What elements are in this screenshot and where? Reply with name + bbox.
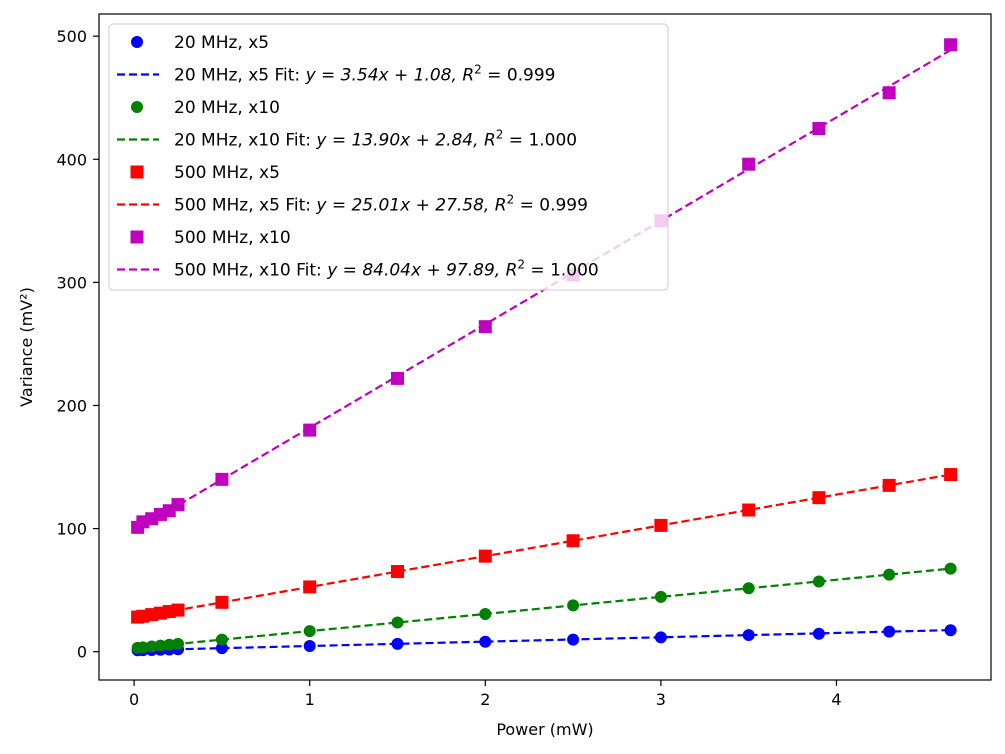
y-tick-label-500: 500 — [56, 27, 87, 46]
legend-label-0: 20 MHz, x5 — [174, 33, 269, 53]
x-tick-label-0: 0 — [129, 690, 139, 709]
legend-box — [108, 23, 669, 291]
data-point-s2-6 — [215, 595, 229, 609]
data-point-s3-6 — [215, 472, 229, 486]
data-point-s0-8 — [391, 637, 404, 650]
x-tick-label-4: 4 — [831, 690, 841, 709]
data-point-s2-15 — [944, 468, 958, 482]
plot-frame — [98, 13, 992, 681]
legend-marker-3 — [130, 230, 144, 244]
y-tick-label-300: 300 — [56, 273, 87, 292]
data-point-s3-9 — [478, 320, 492, 334]
data-point-s1-4 — [163, 638, 176, 651]
legend-marker-1 — [131, 101, 143, 113]
data-point-s0-12 — [742, 629, 755, 642]
legend-label-1: 20 MHz, x10 — [174, 98, 280, 118]
data-point-s3-5 — [171, 498, 185, 512]
y-axis-label: Variance (mV²) — [17, 287, 36, 407]
x-tick-label-1: 1 — [305, 690, 315, 709]
data-point-s1-3 — [154, 639, 167, 652]
data-point-s3-8 — [391, 371, 405, 385]
data-point-s1-15 — [944, 562, 957, 575]
legend-fit-label-2: 500 MHz, x5 Fit: y = 25.01x + 27.58, R2 … — [174, 193, 588, 216]
data-point-s3-12 — [742, 157, 756, 171]
data-point-s3-13 — [812, 121, 826, 135]
data-point-s3-14 — [882, 86, 896, 100]
data-point-s2-7 — [303, 580, 317, 594]
x-tick-label-2: 2 — [480, 690, 490, 709]
data-point-s0-11 — [654, 631, 667, 644]
legend-label-3: 500 MHz, x10 — [174, 228, 291, 248]
data-point-s1-10 — [567, 599, 580, 612]
data-point-s1-2 — [145, 640, 158, 653]
data-point-s2-10 — [566, 534, 580, 548]
data-point-s0-9 — [479, 635, 492, 648]
data-point-s2-8 — [391, 565, 405, 579]
legend-marker-0 — [131, 36, 143, 48]
data-point-s1-11 — [654, 590, 667, 603]
y-tick-label-0: 0 — [77, 643, 87, 662]
x-axis-label: Power (mW) — [496, 720, 593, 739]
data-point-s3-7 — [303, 423, 317, 437]
legend-fit-label-0: 20 MHz, x5 Fit: y = 3.54x + 1.08, R2 = 0… — [174, 63, 556, 86]
data-point-s1-12 — [742, 582, 755, 595]
data-point-s1-8 — [391, 616, 404, 629]
data-point-s1-5 — [172, 637, 185, 650]
x-tick-label-3: 3 — [656, 690, 666, 709]
data-point-s1-13 — [812, 575, 825, 588]
y-tick-label-100: 100 — [56, 520, 87, 539]
y-tick-label-400: 400 — [56, 150, 87, 169]
data-point-s0-6 — [215, 642, 228, 655]
data-point-s0-14 — [883, 625, 896, 638]
data-point-s1-7 — [303, 625, 316, 638]
data-point-s1-14 — [883, 568, 896, 581]
data-point-s0-10 — [567, 633, 580, 646]
data-point-s2-11 — [654, 518, 668, 532]
data-point-s2-5 — [171, 603, 185, 617]
fit-line-0 — [137, 628, 951, 652]
legend-label-2: 500 MHz, x5 — [174, 163, 280, 183]
data-point-s0-13 — [812, 627, 825, 640]
axes: 0 1 2 3 4 0 100 200 300 400 500 — [56, 13, 992, 709]
data-point-s1-9 — [479, 608, 492, 621]
legend: 20 MHz, x5 20 MHz, x5 Fit: y = 3.54x + 1.… — [108, 23, 669, 291]
legend-marker-2 — [130, 165, 144, 179]
data-point-s1-6 — [215, 633, 228, 646]
y-tick-label-200: 200 — [56, 396, 87, 415]
data-point-s0-15 — [944, 624, 957, 637]
data-point-s3-15 — [944, 38, 958, 52]
data-point-s2-9 — [478, 549, 492, 563]
data-point-s2-13 — [812, 491, 826, 505]
data-point-s1-1 — [136, 641, 149, 654]
legend-fit-label-1: 20 MHz, x10 Fit: y = 13.90x + 2.84, R2 =… — [174, 128, 577, 151]
data-point-s2-12 — [742, 503, 756, 517]
fit-line-1 — [137, 567, 951, 649]
data-point-s0-7 — [303, 640, 316, 653]
legend-fit-label-3: 500 MHz, x10 Fit: y = 84.04x + 97.89, R2… — [174, 258, 599, 281]
fit-line-2 — [137, 473, 951, 619]
data-point-s2-14 — [882, 478, 896, 492]
